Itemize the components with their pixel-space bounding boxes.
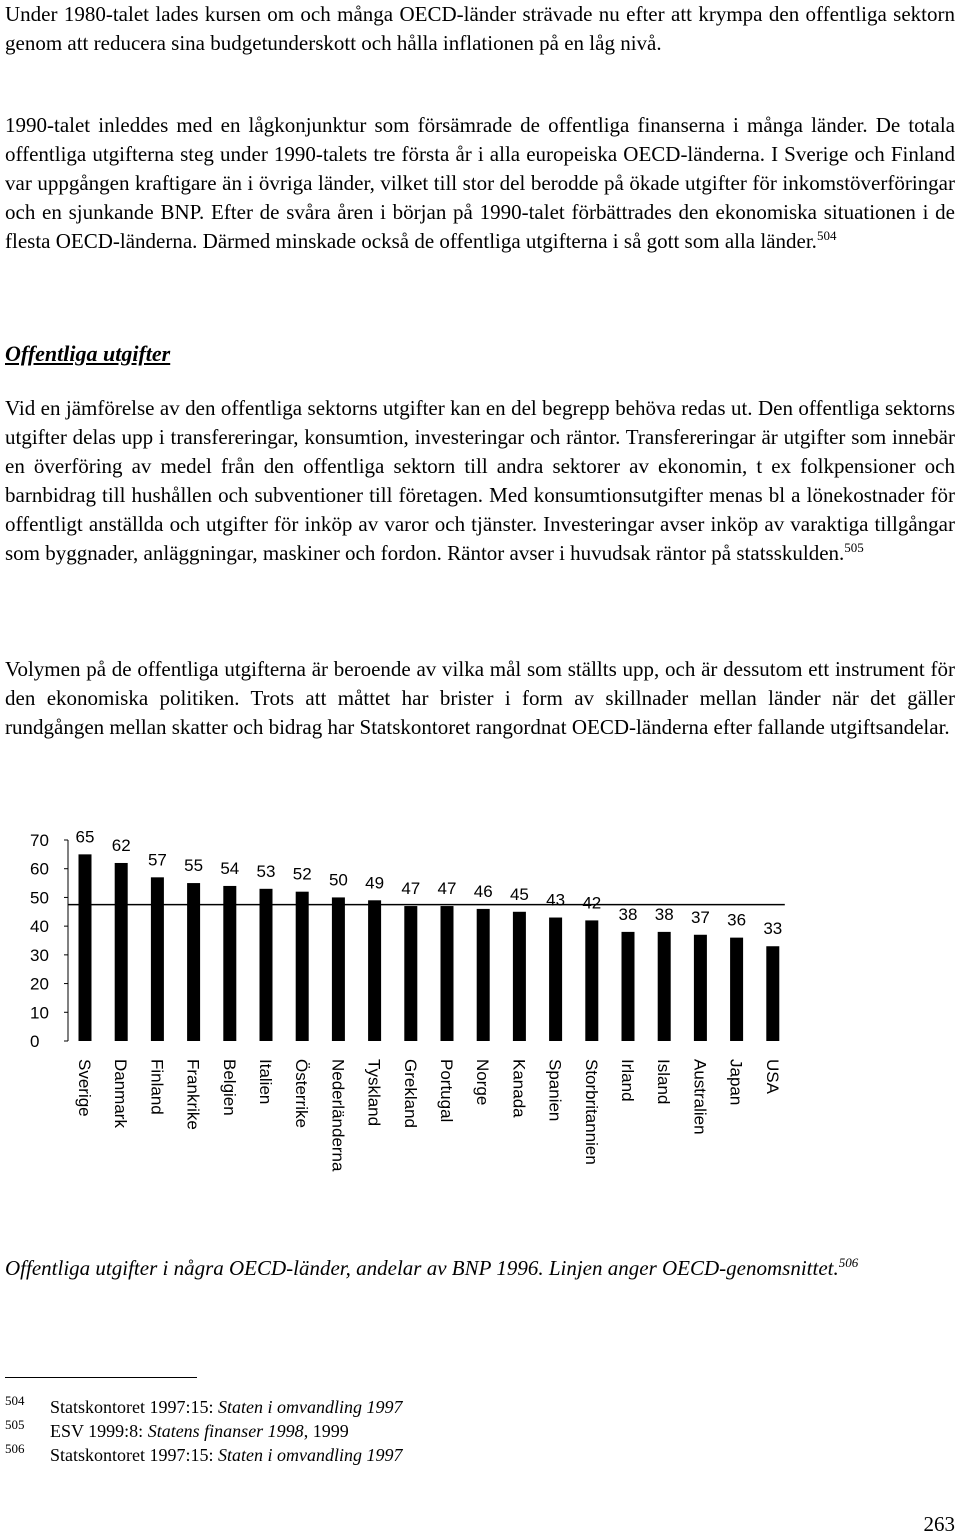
category-label: Nederländerna [328, 1059, 347, 1172]
data-label: 38 [619, 905, 638, 924]
category-label: Australien [690, 1059, 709, 1135]
chart-caption: Offentliga utgifter i några OECD-länder,… [5, 1255, 859, 1280]
bar-frankrike [187, 883, 201, 1041]
bar-nederländerna [331, 897, 345, 1041]
category-label: Danmark [111, 1059, 130, 1128]
data-label: 45 [510, 885, 529, 904]
bar-belgien [223, 885, 237, 1041]
category-label: Italien [256, 1059, 275, 1104]
bar-irland [621, 931, 635, 1041]
bar-tyskland [368, 900, 382, 1041]
data-label: 42 [582, 893, 601, 912]
data-label: 65 [76, 827, 95, 846]
data-label: 37 [691, 908, 710, 927]
data-label: 33 [763, 919, 782, 938]
bar-storbritannien [585, 920, 599, 1041]
paragraph-1990s: 1990-talet inleddes med en lågkonjunktur… [5, 113, 955, 253]
category-label: Storbritannien [582, 1059, 601, 1165]
page-number: 263 [923, 1512, 956, 1536]
data-label: 53 [257, 862, 276, 881]
data-label: 36 [727, 911, 746, 930]
expenditure-bar-chart: 0 10 20 30 40 50 60 70 65 62 57 55 54 53 52 50 49 47 47 46… [30, 827, 785, 1172]
data-labels: 65 62 57 55 54 53 52 50 49 47 47 46 45 43 42 38 38 37 36 33 [76, 827, 783, 938]
footnote-ref-506[interactable]: 506 [838, 1255, 859, 1270]
bar-finland [150, 877, 164, 1041]
bar-spanien [549, 917, 563, 1041]
category-label: Island [654, 1059, 673, 1104]
data-label: 52 [293, 865, 312, 884]
category-label: Grekland [401, 1059, 420, 1128]
y-tick-label: 10 [30, 1003, 49, 1022]
data-label: 47 [401, 879, 420, 898]
category-label: Norge [473, 1059, 492, 1105]
footnote-divider [5, 1377, 197, 1378]
bar-australien [693, 934, 707, 1041]
footnote-ref-504[interactable]: 504 [816, 228, 837, 243]
paragraph-1980s: Under 1980-talet lades kursen om och mån… [5, 2, 955, 55]
y-tick-label: 70 [30, 831, 49, 850]
category-labels: Sverige Danmark Finland Frankrike Belgien Ita… [75, 1059, 782, 1172]
category-label: Spanien [546, 1059, 565, 1121]
category-label: Kanada [509, 1059, 528, 1118]
bar-sverige [78, 854, 92, 1041]
bar-danmark [114, 862, 128, 1041]
data-label: 57 [148, 850, 167, 869]
y-tick-label: 40 [30, 917, 49, 936]
paragraph-definitions: Vid en jämförelse av den offentliga sekt… [5, 396, 955, 565]
data-label: 47 [438, 879, 457, 898]
category-label: Portugal [437, 1059, 456, 1122]
data-label: 38 [655, 905, 674, 924]
section-heading: Offentliga utgifter [5, 341, 171, 366]
bars [78, 854, 780, 1041]
footnote-number: 504 [5, 1393, 25, 1408]
category-label: Sverige [75, 1059, 94, 1117]
bar-österrike [295, 891, 309, 1041]
footnote-number: 505 [5, 1417, 25, 1432]
category-label: Tyskland [365, 1059, 384, 1126]
footnote-ref-505[interactable]: 505 [844, 540, 864, 555]
bar-island [657, 931, 671, 1041]
y-tick-label: 0 [30, 1032, 39, 1051]
paragraph-volume: Volymen på de offentliga utgifterna är b… [5, 657, 955, 739]
data-label: 54 [220, 859, 239, 878]
bar-usa [766, 946, 780, 1041]
data-label: 46 [474, 882, 493, 901]
footnote-number: 506 [5, 1441, 25, 1456]
category-label: USA [763, 1059, 782, 1095]
category-label: Belgien [220, 1059, 239, 1116]
data-label: 50 [329, 870, 348, 889]
bar-japan [730, 937, 744, 1041]
y-tick-label: 20 [30, 975, 49, 994]
y-tick-label: 50 [30, 888, 49, 907]
data-label: 43 [546, 891, 565, 910]
y-tick-label: 30 [30, 946, 49, 965]
category-label: Österrike [292, 1059, 311, 1128]
category-label: Frankrike [184, 1059, 203, 1130]
category-label: Japan [727, 1059, 746, 1105]
bar-norge [476, 908, 490, 1041]
category-label: Finland [147, 1059, 166, 1115]
y-tick-label: 60 [30, 860, 49, 879]
y-axis: 0 10 20 30 40 50 60 70 [30, 831, 69, 1051]
category-label: Irland [618, 1059, 637, 1102]
bar-grekland [404, 906, 418, 1041]
bar-italien [259, 888, 273, 1041]
bar-portugal [440, 906, 454, 1041]
data-label: 49 [365, 873, 384, 892]
bar-kanada [512, 911, 526, 1041]
data-label: 55 [184, 856, 203, 875]
data-label: 62 [112, 836, 131, 855]
